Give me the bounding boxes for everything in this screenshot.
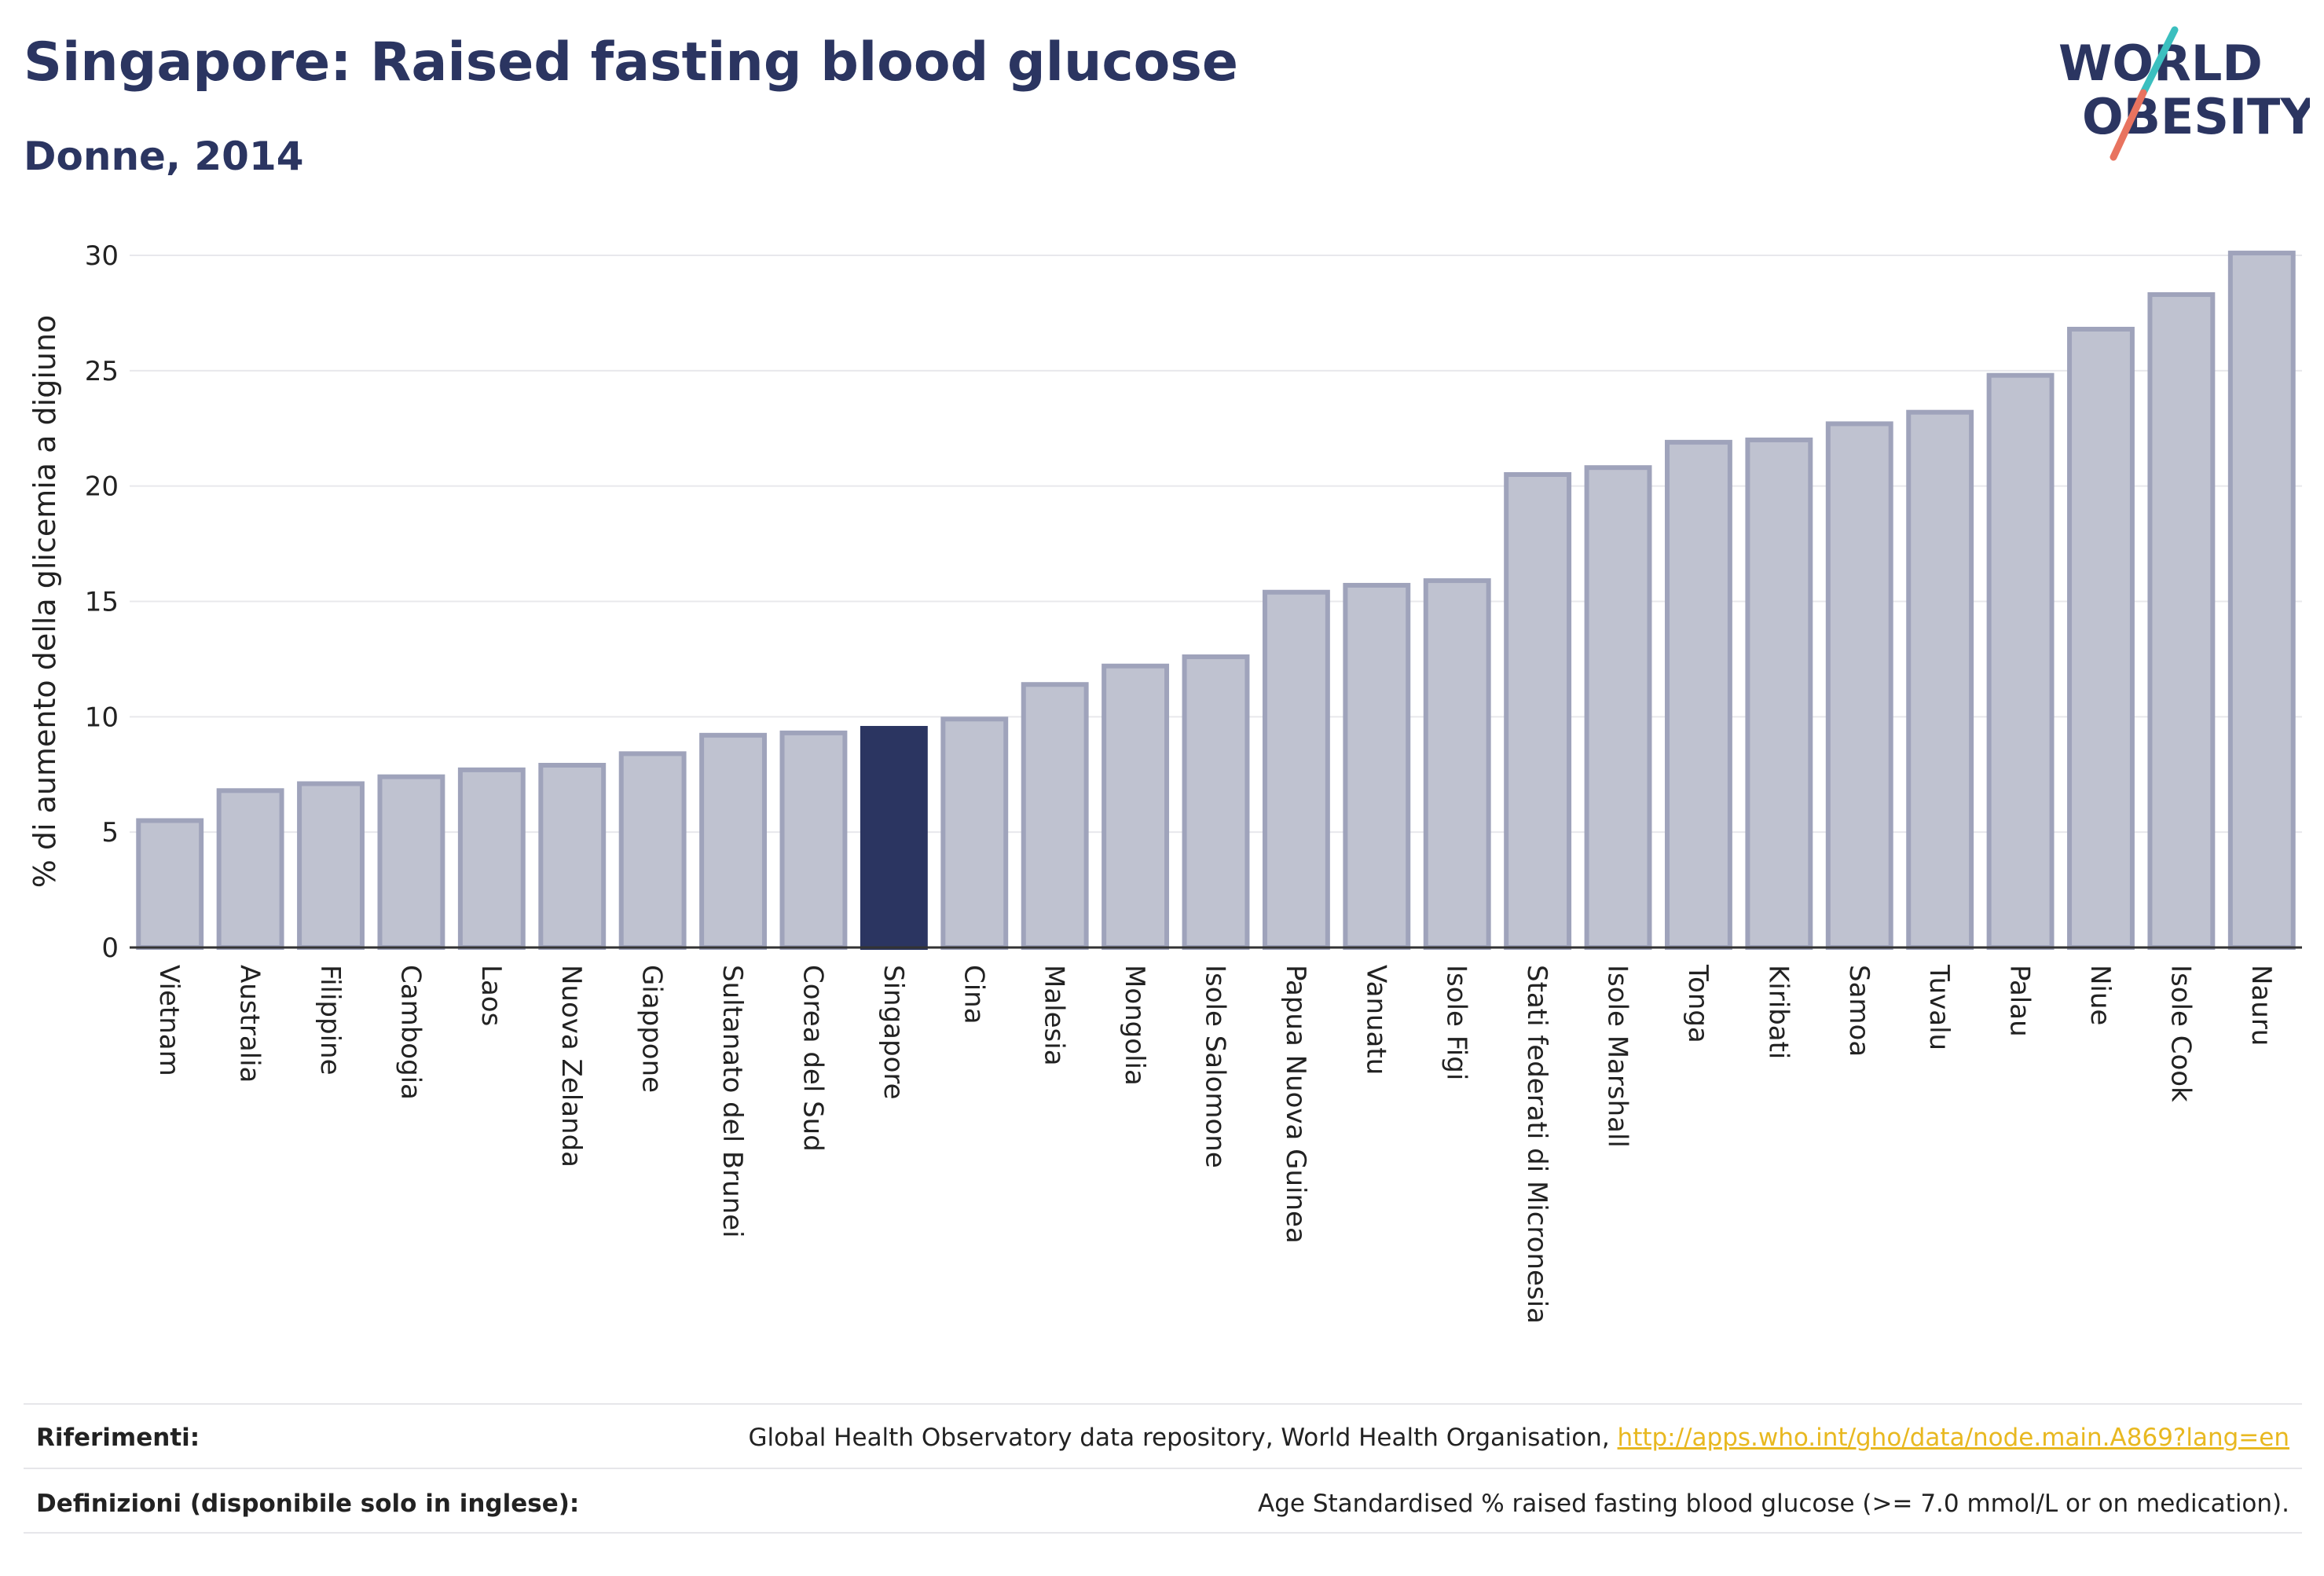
bar-australia[interactable] <box>216 788 284 950</box>
x-tick-label: Australia <box>234 965 266 1083</box>
bar-cambogia[interactable] <box>377 774 445 950</box>
bar-niue[interactable] <box>2067 326 2135 950</box>
references-value: Global Health Observatory data repositor… <box>748 1424 2289 1452</box>
bar-palau[interactable] <box>1986 372 2055 950</box>
x-tick-label: Isole Figi <box>1441 965 1472 1080</box>
x-tick-label: Malesia <box>1039 965 1070 1066</box>
x-tick-label: Tuvalu <box>1923 964 1955 1050</box>
logo-slash-teal <box>2139 26 2179 97</box>
y-tick-label: 10 <box>85 702 119 733</box>
y-tick-label: 0 <box>101 933 119 964</box>
references-link[interactable]: http://apps.who.int/gho/data/node.main.A… <box>1617 1424 2289 1452</box>
bar-isole-marshall[interactable] <box>1584 465 1652 950</box>
definitions-label: Definizioni (disponibile solo in inglese… <box>36 1490 580 1518</box>
x-tick-label: Niue <box>2084 965 2116 1025</box>
x-tick-label: Giappone <box>636 965 668 1093</box>
bar-cina[interactable] <box>940 717 1009 951</box>
bar-isole-figi[interactable] <box>1423 578 1491 950</box>
x-tick-label: Mongolia <box>1119 965 1150 1086</box>
x-tick-label: Nuova Zelanda <box>555 965 587 1167</box>
divider <box>24 1468 2302 1469</box>
bar-tonga[interactable] <box>1665 439 1732 950</box>
divider <box>24 1403 2302 1405</box>
x-tick-label: Tonga <box>1682 964 1714 1043</box>
x-tick-label: Laos <box>475 965 507 1026</box>
x-tick-label: Palau <box>2004 965 2036 1037</box>
bar-corea-del-sud[interactable] <box>779 730 848 950</box>
bar-malesia[interactable] <box>1021 682 1089 950</box>
chart-subtitle: Donne, 2014 <box>24 134 304 179</box>
x-tick-label: Sultanato del Brunei <box>717 965 748 1238</box>
chart-title: Singapore: Raised fasting blood glucose <box>24 31 1238 93</box>
x-tick-label: Filippine <box>314 965 346 1076</box>
x-tick-labels: Vietnam Australia Filippine Cambogia Laos Nuo… <box>153 964 2277 1324</box>
bar-mongolia[interactable] <box>1102 663 1170 951</box>
y-tick-label: 5 <box>101 817 119 848</box>
references-label: Riferimenti: <box>36 1424 200 1452</box>
bar-sultanato-del-brunei[interactable] <box>699 732 767 950</box>
x-tick-label: Vanuatu <box>1360 965 1391 1075</box>
y-axis-label: % di aumento della glicemia a digiuno <box>27 315 62 889</box>
x-tick-label: Isole Salomone <box>1200 965 1231 1168</box>
x-tick-label: Cambogia <box>394 965 426 1100</box>
bar-singapore[interactable] <box>860 726 928 950</box>
bar-giappone[interactable] <box>618 751 687 950</box>
bar-nuova-zelanda[interactable] <box>538 763 607 951</box>
bar-vietnam[interactable] <box>136 818 204 950</box>
bar-laos[interactable] <box>457 767 526 950</box>
bar-stati-federati-di-micronesia[interactable] <box>1504 471 1572 950</box>
divider <box>24 1532 2302 1534</box>
x-tick-label: Stati federati di Micronesia <box>1521 965 1552 1324</box>
y-tick-labels: 0 5 10 15 20 25 30 <box>85 240 119 964</box>
bar-papua-nuova-guinea[interactable] <box>1262 589 1330 951</box>
bar-vanuatu[interactable] <box>1343 582 1411 951</box>
bar-nauru[interactable] <box>2227 251 2296 950</box>
y-tick-label: 25 <box>85 356 119 387</box>
bar-kiribati[interactable] <box>1745 437 1813 950</box>
x-tick-label: Kiribati <box>1762 965 1794 1059</box>
y-tick-label: 15 <box>85 587 119 618</box>
x-tick-label: Cina <box>958 965 989 1024</box>
bar-filippine[interactable] <box>297 781 365 950</box>
x-tick-label: Isole Marshall <box>1602 965 1633 1148</box>
x-tick-label: Vietnam <box>153 965 185 1076</box>
logo-slash-coral <box>2110 89 2147 161</box>
x-tick-label: Corea del Sud <box>797 965 828 1152</box>
x-tick-label: Papua Nuova Guinea <box>1280 965 1311 1244</box>
x-tick-label: Samoa <box>1843 965 1875 1057</box>
bar-isole-cook[interactable] <box>2147 291 2216 950</box>
bar-isole-salomone[interactable] <box>1182 654 1250 950</box>
bars <box>136 251 2296 951</box>
y-tick-label: 20 <box>85 471 119 503</box>
x-tick-label: Isole Cook <box>2165 965 2196 1102</box>
x-tick-label: Nauru <box>2245 965 2277 1046</box>
bar-tuvalu[interactable] <box>1906 409 1974 950</box>
x-tick-label: Singapore <box>878 965 909 1100</box>
y-tick-label: 30 <box>85 240 119 272</box>
references-text: Global Health Observatory data repositor… <box>748 1424 1618 1452</box>
bar-samoa[interactable] <box>1825 421 1893 950</box>
world-obesity-logo: WORLD OBESITY <box>2058 26 2310 161</box>
bar-chart: 0 5 10 15 20 25 30 Vietnam Australia Filippine Ca… <box>27 240 2302 1324</box>
definitions-text: Age Standardised % raised fasting blood … <box>1258 1490 2289 1518</box>
